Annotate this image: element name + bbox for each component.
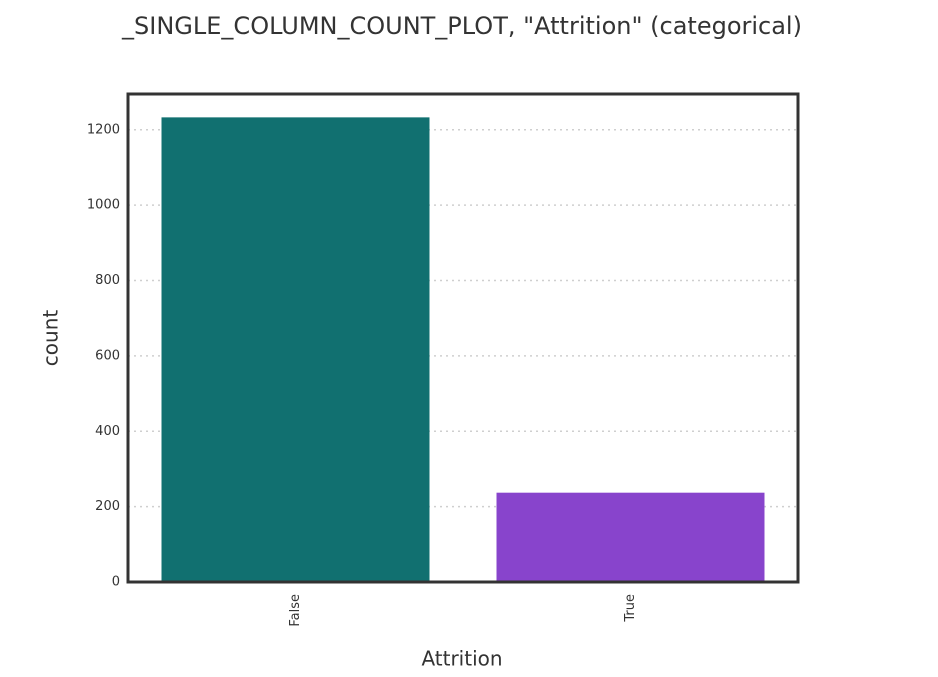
y-tick-label: 1000 — [87, 198, 120, 213]
y-tick-label: 200 — [95, 499, 120, 514]
plot-frame — [126, 92, 800, 584]
y-tick-label: 800 — [95, 273, 120, 288]
y-tick-label: 1200 — [87, 122, 120, 137]
y-tick-label: 0 — [112, 575, 120, 590]
bar — [496, 492, 765, 582]
x-tick-label: True — [623, 594, 638, 623]
chart-title: _SINGLE_COLUMN_COUNT_PLOT, "Attrition" (… — [121, 12, 802, 40]
y-axis-label: count — [39, 310, 63, 367]
x-tick-label: False — [288, 594, 303, 627]
x-axis-label: Attrition — [421, 647, 502, 671]
bar — [161, 117, 430, 582]
y-tick-label: 400 — [95, 424, 120, 439]
y-tick-label: 600 — [95, 348, 120, 363]
